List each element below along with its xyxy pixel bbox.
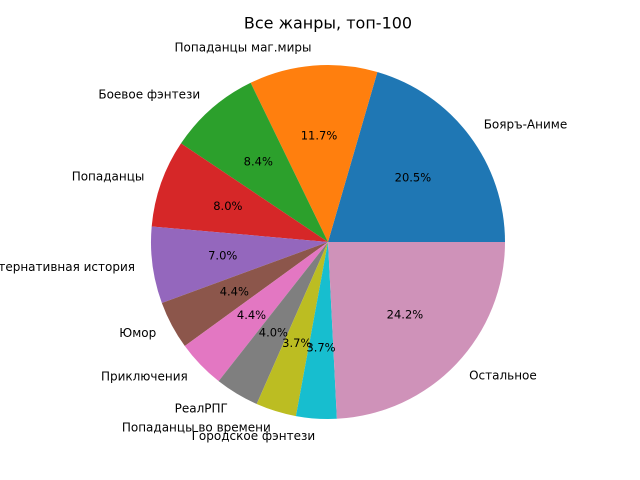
pie-slice	[180, 82, 328, 242]
pie-slice	[256, 242, 328, 417]
pie-slice	[250, 64, 378, 242]
slice-label: Приключения	[101, 370, 188, 384]
slice-label: Попаданцы	[72, 170, 145, 184]
value-label: 4.4%	[237, 308, 266, 322]
pie-slice	[328, 242, 505, 419]
slice-label: РеалРПГ	[175, 401, 228, 415]
slice-label: Бояръ-Аниме	[484, 118, 568, 132]
value-label: 8.0%	[213, 199, 242, 213]
value-label: 20.5%	[395, 171, 432, 185]
value-label: 4.0%	[259, 326, 288, 340]
value-label: 11.7%	[301, 129, 338, 143]
pie-slice	[151, 226, 328, 304]
value-label: 8.4%	[244, 154, 273, 168]
slice-label: Остальное	[469, 369, 537, 383]
value-label: 4.4%	[220, 284, 249, 298]
slice-label: Боевое фэнтези	[98, 88, 200, 102]
value-label: 3.7%	[306, 340, 335, 354]
pie-slice	[184, 242, 328, 382]
value-label: 7.0%	[208, 248, 237, 262]
value-label: 3.7%	[282, 336, 311, 350]
slice-label: Юмор	[119, 326, 156, 340]
slice-label: Попаданцы во времени	[122, 421, 271, 435]
slice-label: Попаданцы маг.миры	[175, 41, 312, 55]
chart-title: Все жанры, топ-100	[244, 14, 412, 33]
slice-label: Альтернативная история	[0, 260, 135, 274]
pie-slice	[218, 242, 328, 404]
pie-slice	[328, 72, 505, 242]
value-label: 24.2%	[387, 308, 424, 322]
pie-slice	[295, 242, 337, 419]
pie-slice	[161, 242, 328, 347]
pie-slice	[151, 143, 328, 242]
slice-label: Городское фэнтези	[192, 429, 316, 443]
